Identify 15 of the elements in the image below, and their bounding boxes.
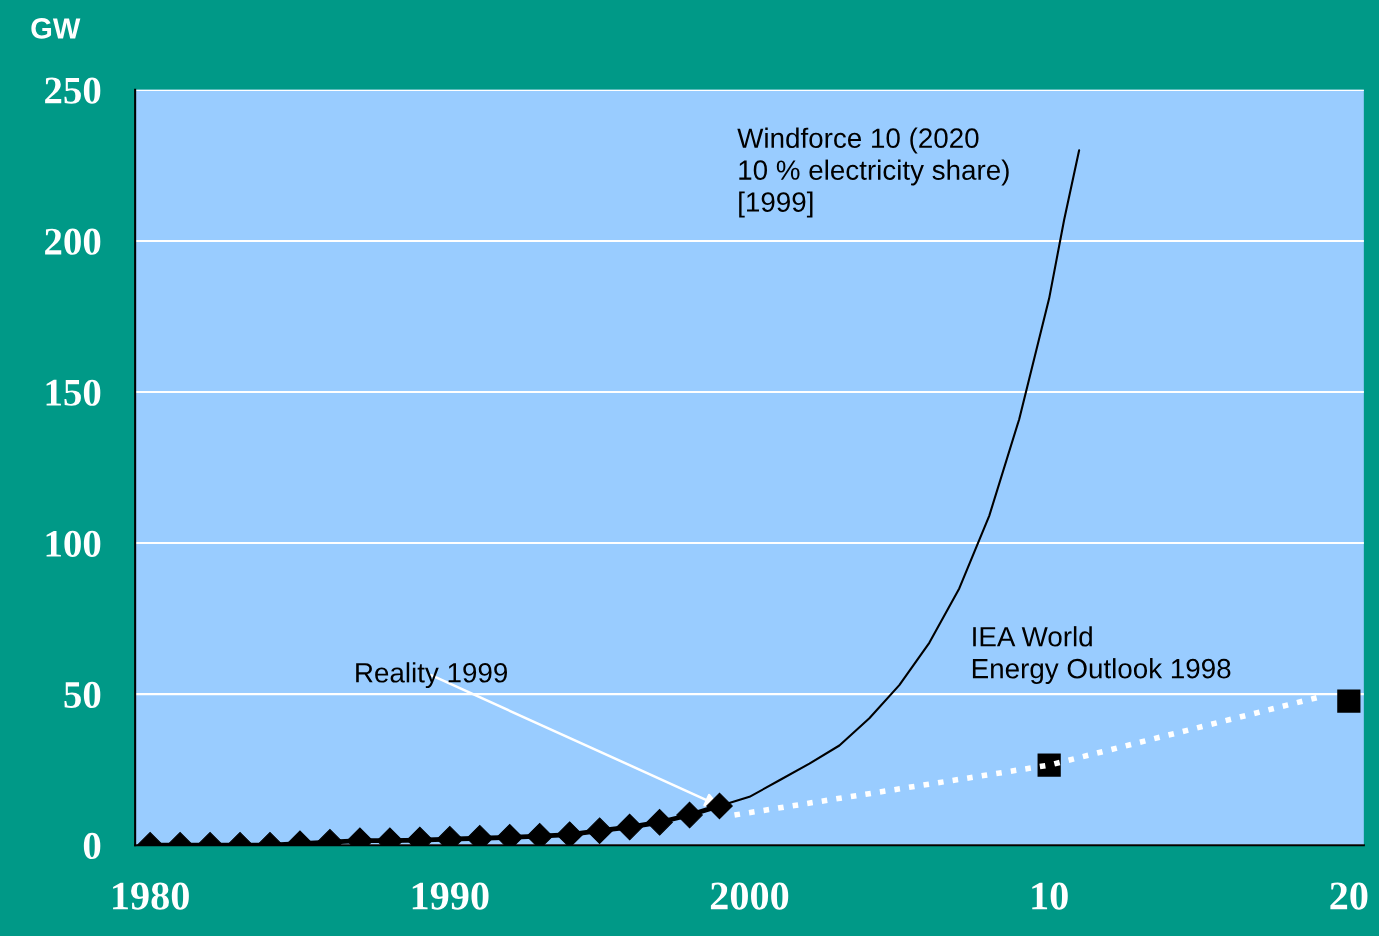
x-tick-label: 1990: [412, 882, 489, 910]
y-tick-label: 0: [83, 832, 101, 860]
annotation: Windforce 10 (2020 10 % electricity share) [1999]: [737, 127, 1009, 218]
x-tick-label: 2000: [710, 882, 789, 910]
y-tick-label: 200: [45, 228, 101, 255]
annotation: IEA World Energy Outlook 1998: [972, 626, 1231, 684]
y-tick-label: 250: [45, 77, 101, 104]
y-axis-title: GW: [31, 18, 81, 39]
y-tick-label: 50: [64, 681, 101, 709]
y-tick-label: 100: [46, 530, 101, 557]
y-tick-label: 150: [46, 379, 101, 406]
x-tick-label: 20: [1330, 882, 1368, 910]
annotation: Reality 1999: [356, 662, 508, 689]
x-tick-label: 1980: [113, 882, 189, 910]
x-tick-label: 10: [1032, 882, 1068, 910]
